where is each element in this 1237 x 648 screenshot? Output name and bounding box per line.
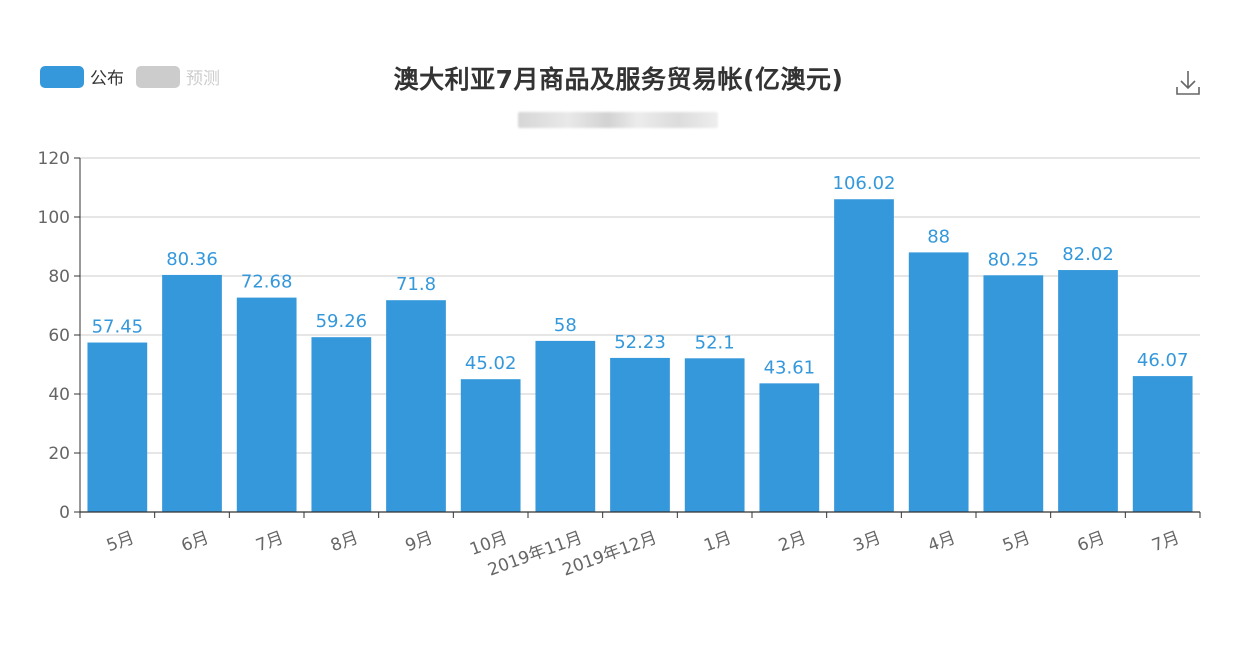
legend-item-forecast[interactable]: 预测 [136, 64, 220, 89]
blurred-subtitle [518, 112, 718, 128]
data-label: 106.02 [833, 173, 896, 194]
data-label: 52.1 [695, 332, 735, 353]
y-tick-label: 40 [48, 385, 70, 405]
data-label: 72.68 [241, 272, 293, 293]
legend: 公布 预测 [40, 64, 232, 89]
data-label: 59.26 [316, 311, 368, 332]
data-label: 43.61 [764, 357, 816, 378]
x-tick-label: 2月 [776, 528, 809, 556]
bar [684, 358, 745, 512]
download-icon [1176, 71, 1200, 95]
y-tick-label: 100 [38, 208, 70, 228]
bar [834, 199, 894, 512]
bar [1058, 270, 1118, 512]
legend-swatch-forecast [136, 65, 180, 88]
x-tick-label: 5月 [1000, 528, 1033, 556]
x-tick-label: 4月 [925, 528, 958, 556]
legend-label-published: 公布 [90, 69, 124, 89]
bar [311, 337, 372, 512]
bar [386, 300, 446, 512]
x-tick-label: 8月 [328, 528, 361, 556]
y-tick-label: 60 [48, 326, 70, 346]
x-tick-label: 7月 [1149, 528, 1182, 556]
bar [759, 383, 820, 512]
data-label: 82.02 [1062, 244, 1114, 265]
legend-label-forecast: 预测 [186, 69, 220, 89]
bar [535, 340, 596, 512]
bar [983, 275, 1044, 512]
bar [460, 379, 521, 512]
data-label: 58 [554, 315, 577, 336]
chart-title: 澳大利亚7月商品及服务贸易帐(亿澳元) [393, 65, 844, 94]
x-tick-label: 6月 [1075, 528, 1108, 556]
data-label: 80.25 [988, 249, 1040, 270]
bar [87, 342, 148, 512]
bar [1132, 376, 1193, 512]
x-tick-label: 1月 [701, 528, 734, 556]
download-button[interactable] [1173, 68, 1203, 98]
bar [908, 252, 969, 512]
y-tick-label: 0 [59, 503, 70, 523]
data-label: 45.02 [465, 353, 517, 374]
x-tick-label: 5月 [104, 528, 137, 556]
data-label: 88 [927, 226, 950, 247]
data-label: 57.45 [92, 317, 144, 338]
data-label: 52.23 [614, 332, 666, 353]
legend-item-published[interactable]: 公布 [40, 64, 124, 89]
bar [236, 297, 297, 512]
data-label: 71.8 [396, 274, 436, 295]
x-tick-label: 3月 [851, 528, 884, 556]
data-label: 46.07 [1137, 350, 1189, 371]
x-tick-label: 6月 [179, 528, 212, 556]
bar [610, 357, 670, 512]
legend-swatch-published [40, 65, 84, 88]
y-tick-label: 20 [48, 444, 70, 464]
bar [162, 274, 222, 512]
data-label: 80.36 [166, 249, 218, 270]
y-tick-label: 80 [48, 267, 70, 287]
x-tick-label: 9月 [403, 528, 436, 556]
x-tick-label: 7月 [253, 528, 286, 556]
y-tick-label: 120 [38, 149, 70, 169]
